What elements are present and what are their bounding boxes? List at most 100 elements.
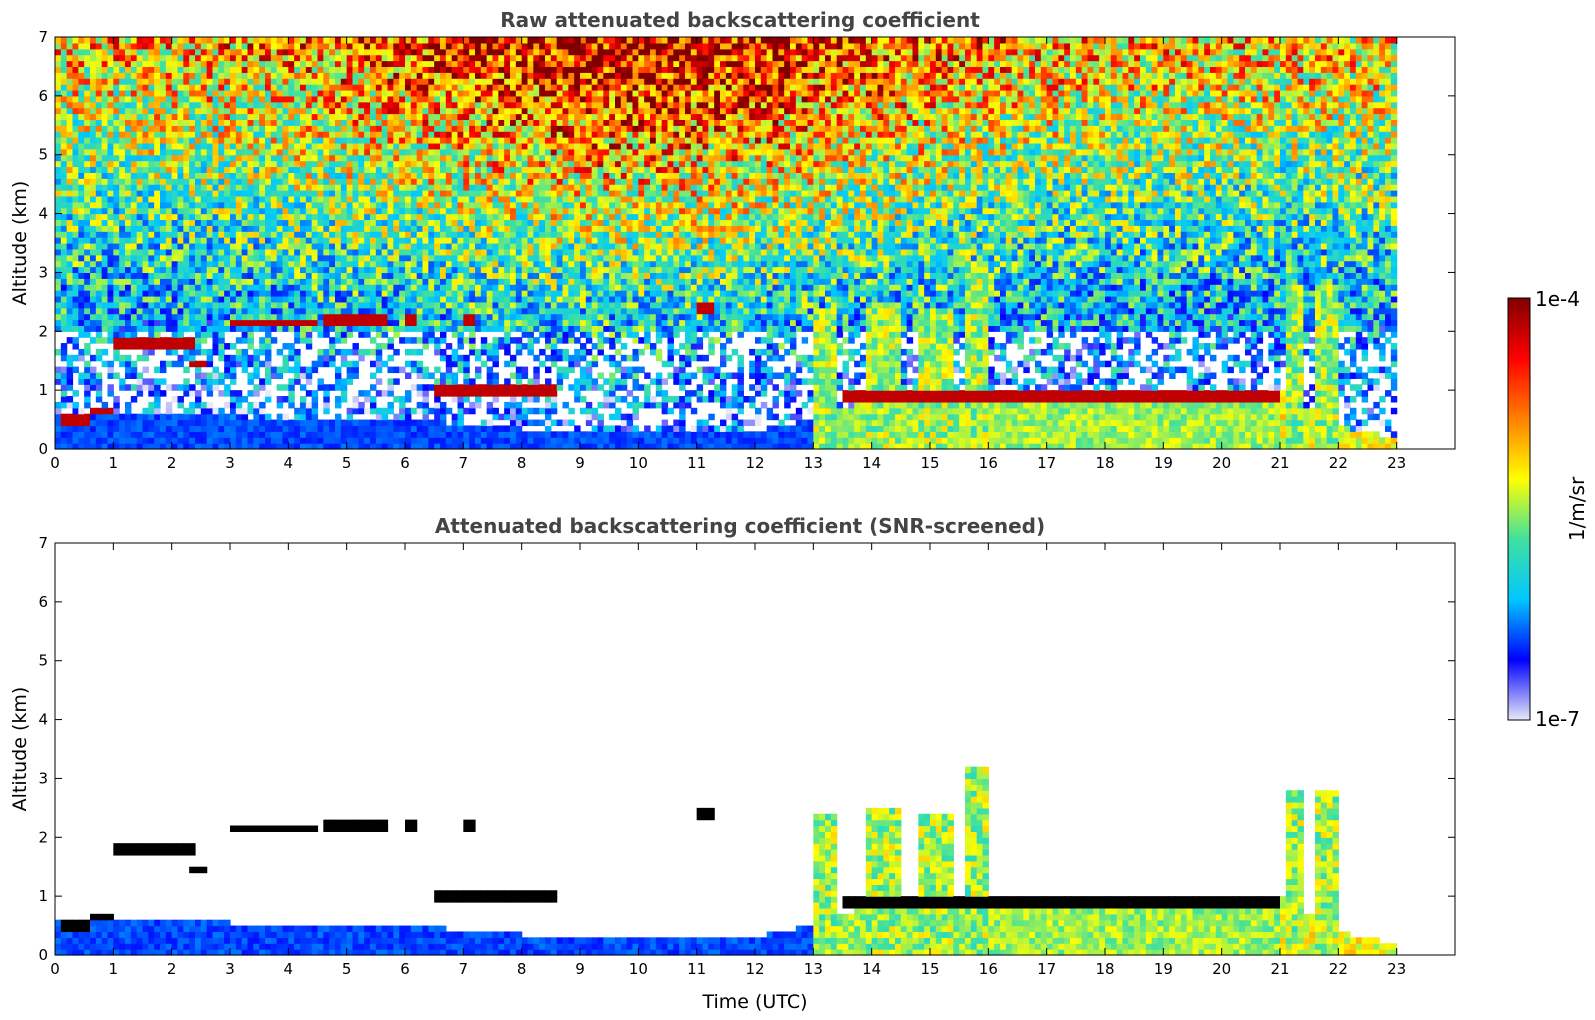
- heatmap-cell: [311, 142, 319, 150]
- heatmap-cell: [125, 207, 132, 215]
- heatmap-cell: [352, 284, 359, 291]
- heatmap-cell: [451, 360, 459, 368]
- heatmap-cell: [370, 54, 377, 62]
- heatmap-cell: [160, 172, 167, 179]
- heatmap-cell: [148, 142, 155, 150]
- heatmap-cell: [340, 284, 348, 291]
- heatmap-cell: [95, 178, 103, 185]
- heatmap-cell: [119, 295, 126, 303]
- heatmap-cell: [165, 66, 173, 73]
- heatmap-cell: [247, 42, 254, 50]
- heatmap-cell: [78, 72, 85, 79]
- heatmap-cell: [90, 195, 97, 203]
- heatmap-cell: [136, 190, 144, 197]
- heatmap-cell: [136, 225, 144, 232]
- heatmap-cell: [457, 107, 464, 115]
- heatmap-cell: [381, 237, 389, 244]
- heatmap-cell: [294, 413, 301, 421]
- heatmap-cell: [125, 431, 132, 438]
- heatmap-cell: [329, 60, 336, 68]
- heatmap-cell: [311, 284, 319, 291]
- heatmap-cell: [358, 401, 365, 409]
- heatmap-cell: [463, 42, 470, 50]
- heatmap-cell: [346, 278, 354, 285]
- heatmap-cell: [405, 66, 412, 73]
- heatmap-cell: [492, 231, 499, 238]
- heatmap-cell: [66, 107, 74, 115]
- heatmap-cell: [265, 72, 272, 79]
- heatmap-cell: [276, 231, 284, 238]
- heatmap-cell: [212, 313, 219, 321]
- heatmap-cell: [410, 54, 418, 62]
- heatmap-cell: [498, 384, 505, 391]
- heatmap-cell: [370, 313, 377, 321]
- heatmap-cell: [78, 443, 85, 450]
- heatmap-cell: [375, 148, 383, 156]
- heatmap-cell: [60, 437, 68, 444]
- heatmap-cell: [492, 260, 499, 268]
- heatmap-cell: [130, 425, 138, 432]
- heatmap-cell: [119, 354, 126, 362]
- heatmap-cell: [136, 313, 144, 321]
- heatmap-cell: [247, 125, 254, 132]
- heatmap-cell: [84, 160, 91, 168]
- heatmap-cell: [218, 413, 225, 421]
- heatmap-cell: [358, 107, 365, 115]
- heatmap-cell: [72, 248, 79, 256]
- heatmap-cell: [358, 325, 365, 332]
- heatmap-cell: [381, 325, 389, 332]
- heatmap-cell: [195, 148, 202, 156]
- heatmap-cell: [422, 225, 429, 232]
- heatmap-cell: [160, 119, 167, 126]
- heatmap-cell: [276, 401, 284, 409]
- heatmap-cell: [60, 413, 68, 421]
- heatmap-cell: [451, 272, 459, 279]
- heatmap-cell: [486, 378, 494, 385]
- heatmap-cell: [364, 107, 371, 115]
- heatmap-cell: [434, 54, 441, 62]
- heatmap-cell: [282, 213, 289, 221]
- heatmap-cell: [428, 372, 435, 379]
- heatmap-cell: [195, 419, 202, 427]
- heatmap-cell: [323, 213, 330, 221]
- heatmap-cell: [55, 107, 62, 115]
- heatmap-cell: [230, 284, 237, 291]
- heatmap-cell: [463, 66, 470, 73]
- heatmap-cell: [171, 207, 179, 215]
- heatmap-cell: [72, 107, 79, 115]
- heatmap-cell: [428, 437, 435, 444]
- heatmap-cell: [405, 425, 412, 432]
- heatmap-cell: [84, 207, 91, 215]
- heatmap-cell: [405, 290, 412, 297]
- heatmap-cell: [451, 48, 459, 56]
- heatmap-cell: [148, 72, 155, 79]
- heatmap-cell: [469, 225, 476, 232]
- heatmap-cell: [241, 266, 249, 274]
- heatmap-cell: [125, 231, 132, 238]
- heatmap-cell: [66, 307, 74, 315]
- heatmap-cell: [323, 248, 330, 256]
- heatmap-cell: [428, 301, 435, 309]
- heatmap-cell: [440, 72, 447, 79]
- heatmap-cell: [346, 131, 354, 138]
- heatmap-cell: [428, 101, 435, 109]
- heatmap-cell: [265, 107, 272, 115]
- heatmap-cell: [486, 372, 494, 379]
- heatmap-cell: [387, 260, 394, 268]
- heatmap-cell: [183, 278, 190, 285]
- heatmap-cell: [317, 443, 324, 450]
- heatmap-cell: [492, 307, 499, 315]
- heatmap-cell: [469, 248, 476, 256]
- heatmap-cell: [492, 48, 499, 56]
- heatmap-cell: [381, 290, 389, 297]
- heatmap-cell: [294, 243, 301, 250]
- heatmap-cell: [492, 354, 499, 362]
- heatmap-cell: [130, 207, 138, 215]
- heatmap-cell: [340, 254, 348, 262]
- heatmap-cell: [195, 243, 202, 250]
- heatmap-cell: [200, 178, 208, 185]
- heatmap-cell: [125, 178, 132, 185]
- heatmap-cell: [317, 231, 324, 238]
- heatmap-cell: [504, 401, 511, 409]
- heatmap-cell: [171, 213, 179, 221]
